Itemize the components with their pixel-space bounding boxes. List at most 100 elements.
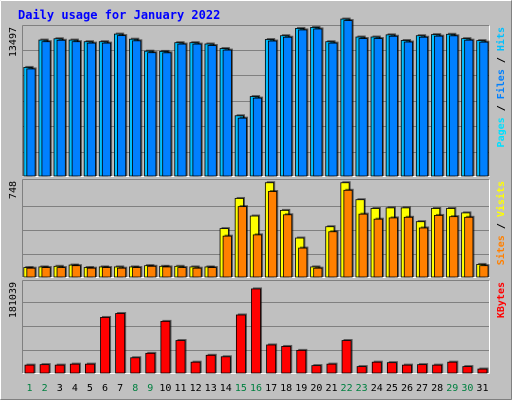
- x-tick-label-day-14: 14: [220, 383, 232, 394]
- bar-kbytes-day-9: [145, 351, 157, 374]
- bar-sites-day-8-body: [132, 267, 142, 278]
- bar-sites-day-20: [313, 266, 324, 278]
- bar-kbytes-day-25: [386, 361, 398, 374]
- bar-files-day-18-body: [283, 36, 293, 177]
- bar-files-day-15: [237, 116, 248, 177]
- bar-files-day-15-body: [237, 117, 247, 177]
- bar-sites-day-20-body: [313, 267, 323, 278]
- bar-sites-day-4-body: [71, 265, 81, 278]
- bar-kbytes-day-4: [69, 362, 81, 374]
- bar-sites-day-14-body: [222, 235, 232, 278]
- x-tick-label-day-25: 25: [386, 383, 398, 394]
- bar-files-day-19-body: [298, 29, 308, 177]
- bar-kbytes-day-4-body: [69, 363, 80, 374]
- legend-pages: Pages: [496, 117, 507, 147]
- bar-sites-day-25-body: [388, 217, 398, 278]
- x-tick-label-day-28: 28: [431, 383, 443, 394]
- bar-kbytes-day-21: [326, 362, 338, 374]
- bar-sites-day-3-body: [56, 267, 66, 278]
- bar-sites-day-21: [328, 230, 339, 278]
- bar-kbytes-day-22: [341, 339, 353, 374]
- x-tick-label-day-1: 1: [27, 383, 33, 394]
- bar-sites-day-31: [479, 264, 490, 278]
- bar-kbytes-day-5: [85, 362, 96, 374]
- bar-kbytes-day-30: [462, 365, 474, 374]
- bar-kbytes-day-9-body: [145, 352, 156, 374]
- bar-files-day-27: [418, 35, 430, 177]
- bar-kbytes-day-15-body: [235, 314, 246, 374]
- bar-kbytes-day-10-body: [160, 320, 171, 374]
- x-tick-label-day-2: 2: [42, 383, 48, 394]
- bar-sites-day-16: [252, 233, 264, 278]
- bar-kbytes-day-12-body: [190, 361, 201, 374]
- bar-files-day-2: [41, 40, 52, 177]
- bar-kbytes-day-16: [251, 287, 263, 374]
- bar-files-day-4: [71, 40, 82, 177]
- bar-kbytes-day-27-body: [417, 364, 427, 374]
- bar-sites-day-12-body: [192, 267, 202, 278]
- bar-sites-day-17: [267, 190, 279, 278]
- bar-files-day-5-body: [86, 42, 96, 177]
- x-tick-label-day-24: 24: [371, 383, 383, 394]
- bar-sites-day-11: [177, 266, 188, 278]
- x-tick-label-day-15: 15: [235, 383, 247, 394]
- x-tick-label-day-3: 3: [57, 383, 63, 394]
- bar-files-day-1-body: [26, 68, 36, 177]
- bar-files-day-13-body: [207, 45, 217, 177]
- bar-files-day-12-body: [192, 43, 202, 177]
- x-tick-label-day-7: 7: [117, 383, 123, 394]
- bar-files-day-25: [388, 34, 399, 177]
- panel-hits-ymax-label: 13497: [8, 27, 19, 57]
- bar-sites-day-14: [222, 234, 233, 278]
- bar-sites-day-7-body: [117, 267, 127, 278]
- bar-files-day-4-body: [71, 41, 81, 177]
- bar-kbytes-day-1-body: [24, 364, 35, 374]
- x-tick-label-day-6: 6: [102, 383, 108, 394]
- bar-kbytes-day-20-body: [311, 365, 322, 374]
- bar-files-day-27-body: [418, 36, 429, 177]
- bar-kbytes-day-21-body: [326, 363, 337, 374]
- bar-files-day-17-body: [267, 40, 278, 177]
- x-tick-label-day-8: 8: [132, 383, 138, 394]
- bar-files-day-18: [283, 35, 294, 177]
- bar-kbytes-day-23-body: [356, 366, 367, 374]
- bar-files-day-20-body: [313, 28, 323, 177]
- bar-sites-day-23-body: [358, 213, 368, 278]
- x-tick-label-day-20: 20: [310, 383, 322, 394]
- bar-files-day-10-body: [162, 52, 172, 177]
- bar-kbytes-day-5-body: [85, 363, 95, 374]
- bar-sites-day-15-body: [237, 206, 247, 278]
- x-tick-label-day-31: 31: [476, 383, 488, 394]
- bar-sites-day-22-body: [343, 189, 353, 278]
- bar-sites-day-17-body: [267, 191, 278, 278]
- bar-files-day-16: [252, 96, 264, 177]
- panel-visits-legend: Sites / Visits: [495, 181, 507, 265]
- bar-kbytes-day-6: [100, 315, 112, 374]
- bar-files-day-13: [207, 44, 218, 177]
- bar-sites-day-12: [192, 266, 203, 278]
- bar-kbytes-day-25-body: [386, 362, 397, 374]
- bar-sites-day-8: [132, 266, 143, 278]
- bar-files-day-22: [343, 19, 354, 177]
- bar-files-day-31: [479, 40, 490, 177]
- bar-files-day-11: [177, 42, 188, 177]
- bar-kbytes-day-18-body: [281, 346, 292, 374]
- bar-files-day-30-body: [464, 39, 474, 177]
- panel-kbytes-ymax-label: 181039: [8, 282, 19, 318]
- bar-files-day-31-body: [479, 41, 489, 177]
- legend-separator: /: [496, 217, 507, 235]
- bar-sites-day-25: [388, 216, 399, 278]
- bar-sites-day-28-body: [434, 215, 444, 278]
- bar-sites-day-18: [283, 213, 294, 278]
- bar-kbytes-day-8-body: [130, 357, 141, 374]
- bar-sites-day-29-body: [449, 216, 459, 278]
- bar-kbytes-day-24-body: [371, 361, 382, 374]
- bar-kbytes-day-3-body: [54, 364, 65, 374]
- bar-sites-day-4: [71, 264, 82, 278]
- bar-kbytes-day-16-body: [251, 288, 261, 374]
- panel-hits-legend: Pages / Files / Hits: [495, 27, 507, 147]
- chart-title: Daily usage for January 2022: [18, 8, 220, 22]
- bar-sites-day-19-body: [298, 247, 308, 278]
- x-tick-label-day-18: 18: [280, 383, 292, 394]
- bar-sites-day-13-body: [207, 267, 217, 278]
